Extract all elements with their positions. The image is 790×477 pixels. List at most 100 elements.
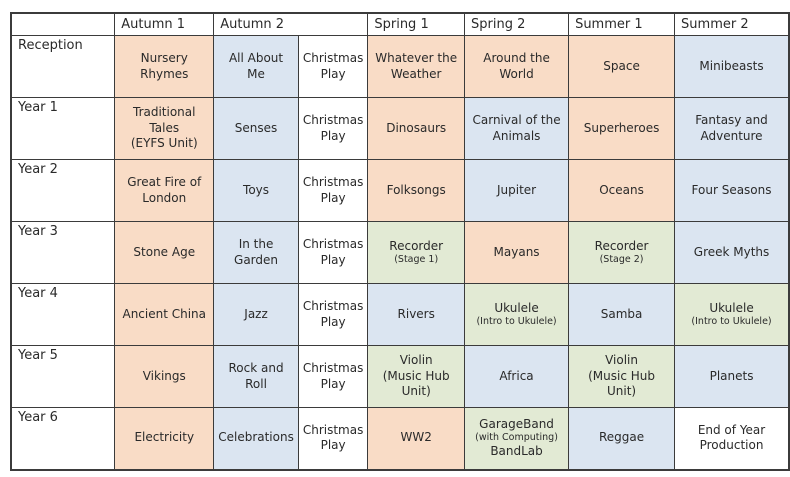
topic-text: Christmas Play [302, 174, 364, 205]
topic-text: (Music Hub Unit) [382, 368, 450, 399]
row-label: Year 6 [10, 407, 116, 470]
topic-cell: Oceans [568, 159, 676, 222]
term-header: Summer 1 [568, 12, 676, 36]
topic-text: Minibeasts [699, 58, 764, 73]
topic-text: Recorder [594, 238, 649, 253]
topic-cell: Electricity [114, 407, 215, 470]
topic-text: Christmas Play [302, 50, 364, 81]
topic-text: GarageBand [479, 416, 554, 431]
table-row: Year 4 Ancient China Jazz Christmas Play Riv… [10, 283, 790, 346]
topic-text: (Stage 2) [599, 254, 644, 266]
topic-cell: Stone Age [114, 221, 215, 284]
topic-text: Space [603, 58, 640, 73]
topic-cell: Fantasy and Adventure [674, 97, 790, 160]
topic-cell: All About Me [213, 35, 299, 98]
row-label: Year 4 [10, 283, 116, 346]
header-row: Autumn 1 Autumn 2 Spring 1 Spring 2 Summer 1… [10, 12, 790, 36]
topic-cell: Recorder (Stage 1) [367, 221, 466, 284]
topic-cell: Christmas Play [297, 407, 369, 470]
topic-text: Celebrations [218, 430, 294, 445]
topic-text: Christmas Play [302, 236, 364, 267]
topic-text: Rivers [397, 306, 435, 321]
topic-text: Senses [234, 120, 278, 135]
topic-cell: Recorder (Stage 2) [568, 221, 676, 284]
topic-text: Toys [243, 182, 270, 197]
curriculum-table: Autumn 1 Autumn 2 Spring 1 Spring 2 Summer 1… [10, 12, 790, 471]
topic-text: Traditional Tales [133, 105, 196, 135]
topic-cell: Jupiter [464, 159, 570, 222]
topic-cell: Carnival of the Animals [464, 97, 570, 160]
topic-cell: Christmas Play [297, 221, 369, 284]
table-row: Year 6 Electricity Celebrations Christmas P… [10, 407, 790, 470]
topic-text: Samba [600, 306, 643, 321]
topic-cell: Rock and Roll [213, 345, 299, 408]
topic-text: (Intro to Ukulele) [476, 316, 557, 328]
topic-text: Folksongs [386, 182, 446, 197]
topic-cell: Great Fire of London [114, 159, 215, 222]
topic-cell: Senses [213, 97, 299, 160]
topic-cell: Nursery Rhymes [114, 35, 215, 98]
term-header: Autumn 2 [213, 12, 369, 36]
topic-text: Stone Age [133, 244, 196, 259]
topic-text: Recorder [389, 238, 444, 253]
topic-text: Great Fire of London [127, 174, 202, 205]
topic-cell: Christmas Play [297, 159, 369, 222]
topic-text: Nursery Rhymes [140, 50, 189, 81]
topic-text: Christmas Play [302, 112, 364, 143]
table-row: Year 1 Traditional Tales (EYFS Unit) Senses… [10, 97, 790, 160]
topic-cell: Christmas Play [297, 345, 369, 408]
table-row: Reception Nursery Rhymes All About Me Chris… [10, 35, 790, 98]
topic-cell: In the Garden [213, 221, 299, 284]
topic-cell: Dinosaurs [367, 97, 466, 160]
term-header: Autumn 1 [114, 12, 215, 36]
topic-cell: Reggae [568, 407, 676, 470]
topic-text: Christmas Play [302, 298, 364, 329]
topic-text: (EYFS Unit) [130, 136, 198, 151]
topic-text: Planets [709, 368, 754, 383]
topic-cell: End of Year Production [674, 407, 790, 470]
topic-text: (Intro to Ukulele) [691, 316, 772, 328]
topic-text: Ukulele [494, 300, 539, 315]
topic-text: Jupiter [496, 182, 537, 197]
topic-text: End of Year Production [697, 422, 766, 453]
term-header: Summer 2 [674, 12, 790, 36]
topic-text: Dinosaurs [386, 120, 447, 135]
topic-text: Fantasy and Adventure [695, 112, 768, 143]
topic-cell: Christmas Play [297, 97, 369, 160]
corner-cell [10, 12, 116, 36]
topic-text: Reggae [598, 430, 645, 445]
topic-cell: Christmas Play [297, 35, 369, 98]
topic-text: Oceans [599, 182, 644, 197]
topic-text: WW2 [400, 430, 432, 445]
row-label: Year 5 [10, 345, 116, 408]
topic-cell: Whatever the Weather [367, 35, 466, 98]
table-row: Year 5 Vikings Rock and Roll Christmas Play… [10, 345, 790, 408]
topic-cell: Ukulele (Intro to Ukulele) [674, 283, 790, 346]
table-row: Year 3 Stone Age In the Garden Christmas Pl… [10, 221, 790, 284]
topic-text: Jazz [244, 306, 268, 321]
table-body: Reception Nursery Rhymes All About Me Chris… [10, 35, 790, 470]
topic-text: Violin [605, 353, 638, 368]
topic-text: Africa [499, 368, 534, 383]
term-header: Spring 1 [367, 12, 466, 36]
topic-text: Christmas Play [302, 422, 364, 453]
topic-text: Electricity [134, 430, 195, 445]
topic-cell: Space [568, 35, 676, 98]
topic-cell: Around the World [464, 35, 570, 98]
topic-text: (with Computing) [475, 432, 558, 444]
row-label: Year 1 [10, 97, 116, 160]
topic-cell: Christmas Play [297, 283, 369, 346]
topic-text: In the Garden [234, 236, 279, 267]
topic-cell: Planets [674, 345, 790, 408]
topic-text: Carnival of the Animals [472, 112, 561, 143]
topic-cell: Rivers [367, 283, 466, 346]
topic-text: Vikings [142, 368, 186, 383]
topic-text: Rock and Roll [228, 360, 284, 391]
topic-cell: Minibeasts [674, 35, 790, 98]
topic-cell: Violin (Music Hub Unit) [367, 345, 466, 408]
table-row: Year 2 Great Fire of London Toys Christmas … [10, 159, 790, 222]
topic-cell: Folksongs [367, 159, 466, 222]
topic-text: (Music Hub Unit) [588, 368, 655, 399]
topic-text: Violin [399, 353, 433, 368]
topic-cell: Greek Myths [674, 221, 790, 284]
